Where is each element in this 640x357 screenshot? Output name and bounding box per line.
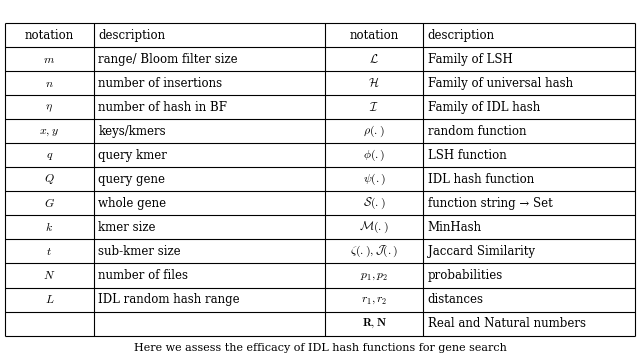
Text: $N$: $N$ xyxy=(43,269,56,282)
Text: Here we assess the efficacy of IDL hash functions for gene search: Here we assess the efficacy of IDL hash … xyxy=(134,343,506,353)
Text: $m$: $m$ xyxy=(44,53,56,66)
Text: notation: notation xyxy=(25,29,74,42)
Text: $\psi(.)$: $\psi(.)$ xyxy=(363,172,386,187)
Text: $\mathcal{L}$: $\mathcal{L}$ xyxy=(369,53,379,66)
Text: $p_1, p_2$: $p_1, p_2$ xyxy=(360,269,388,282)
Text: Real and Natural numbers: Real and Natural numbers xyxy=(428,317,586,330)
Text: $x, y$: $x, y$ xyxy=(40,125,60,138)
Text: $\mathcal{M}(.)$: $\mathcal{M}(.)$ xyxy=(359,220,389,235)
Text: whole gene: whole gene xyxy=(98,197,166,210)
Text: number of insertions: number of insertions xyxy=(98,77,222,90)
Text: $t$: $t$ xyxy=(47,245,52,258)
Text: distances: distances xyxy=(428,293,484,306)
Text: $n$: $n$ xyxy=(45,77,54,90)
Text: IDL random hash range: IDL random hash range xyxy=(98,293,240,306)
Text: IDL hash function: IDL hash function xyxy=(428,173,534,186)
Text: query gene: query gene xyxy=(98,173,165,186)
Text: number of hash in BF: number of hash in BF xyxy=(98,101,227,114)
Text: description: description xyxy=(98,29,165,42)
Text: keys/kmers: keys/kmers xyxy=(98,125,166,138)
Text: MinHash: MinHash xyxy=(428,221,482,234)
Text: notation: notation xyxy=(349,29,399,42)
Text: $\zeta(.), \mathcal{J}(.)$: $\zeta(.), \mathcal{J}(.)$ xyxy=(350,244,398,259)
Text: description: description xyxy=(428,29,495,42)
Text: $Q$: $Q$ xyxy=(44,172,55,186)
Text: $\phi(.)$: $\phi(.)$ xyxy=(363,148,385,163)
Text: Family of LSH: Family of LSH xyxy=(428,53,513,66)
Text: probabilities: probabilities xyxy=(428,269,503,282)
Text: function string → Set: function string → Set xyxy=(428,197,552,210)
Text: $\mathbf{R}, \mathbf{N}$: $\mathbf{R}, \mathbf{N}$ xyxy=(362,317,387,330)
Text: Family of universal hash: Family of universal hash xyxy=(428,77,573,90)
Text: $k$: $k$ xyxy=(45,221,53,234)
Text: kmer size: kmer size xyxy=(98,221,156,234)
Text: $L$: $L$ xyxy=(45,293,54,306)
Text: $r_1, r_2$: $r_1, r_2$ xyxy=(361,293,387,306)
Text: $\mathcal{I}$: $\mathcal{I}$ xyxy=(369,101,379,114)
Text: $\rho(.)$: $\rho(.)$ xyxy=(364,124,385,139)
Text: random function: random function xyxy=(428,125,526,138)
Text: Family of IDL hash: Family of IDL hash xyxy=(428,101,540,114)
Text: $\eta$: $\eta$ xyxy=(45,101,53,114)
Text: $\mathcal{S}(.)$: $\mathcal{S}(.)$ xyxy=(363,196,385,211)
Text: query kmer: query kmer xyxy=(98,149,167,162)
Text: $G$: $G$ xyxy=(44,197,55,210)
Text: LSH function: LSH function xyxy=(428,149,507,162)
Text: number of files: number of files xyxy=(98,269,188,282)
Text: $q$: $q$ xyxy=(45,149,53,162)
Text: range/ Bloom filter size: range/ Bloom filter size xyxy=(98,53,238,66)
Text: $\mathcal{H}$: $\mathcal{H}$ xyxy=(369,76,380,90)
Text: Jaccard Similarity: Jaccard Similarity xyxy=(428,245,535,258)
Text: sub-kmer size: sub-kmer size xyxy=(98,245,180,258)
